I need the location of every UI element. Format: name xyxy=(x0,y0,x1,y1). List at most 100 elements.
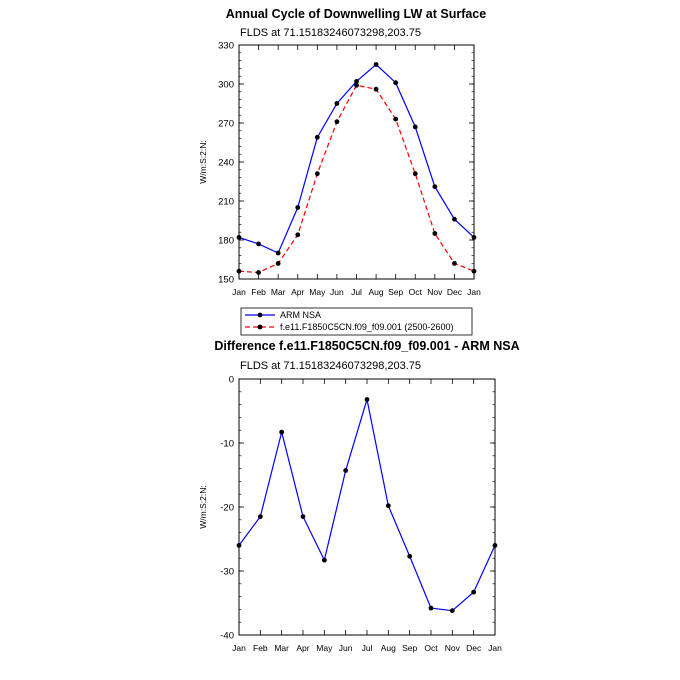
axes: 150 180 210 240 270 300 330 Jan Feb Mar Apr May Jun J… xyxy=(218,41,481,298)
x-tick-label: Feb xyxy=(253,643,268,653)
x-tick-label: Feb xyxy=(251,287,266,297)
data-point xyxy=(314,171,320,177)
data-point xyxy=(471,235,477,240)
series-layer xyxy=(236,62,477,275)
data-point xyxy=(300,514,306,519)
data-point xyxy=(471,268,477,274)
y-tick-label: -10 xyxy=(220,439,234,450)
y-tick-label: 150 xyxy=(218,275,234,286)
axes: -40 -30 -20 -10 0 Jan Feb Mar Apr May Jun Jul Aug Sep… xyxy=(220,375,502,654)
y-tick-label: 180 xyxy=(218,236,234,247)
data-point xyxy=(373,86,379,92)
x-tick-label: Mar xyxy=(274,643,289,653)
chart-title: Difference f.e11.F1850C5CN.f09_f09.001 -… xyxy=(214,339,519,353)
legend-marker xyxy=(257,324,263,330)
y-tick-label: 0 xyxy=(229,375,234,386)
data-point xyxy=(393,116,399,122)
chart-subtitle: FLDS at 71.15183246073298,203.75 xyxy=(240,360,421,372)
data-point xyxy=(236,268,242,274)
x-tick-label: Jan xyxy=(232,643,246,653)
data-point xyxy=(449,608,455,614)
data-point xyxy=(321,557,327,563)
x-tick-label: Dec xyxy=(466,643,482,653)
x-tick-label: Nov xyxy=(445,643,461,653)
data-point xyxy=(412,171,418,177)
x-tick-label: Oct xyxy=(409,287,423,297)
data-point xyxy=(452,216,457,222)
series-line xyxy=(238,84,475,274)
data-point xyxy=(256,270,261,275)
x-tick-label: Jul xyxy=(362,643,373,653)
legend-label-model: f.e11.F1850C5CN.f09_f09.001 (2500-2600) xyxy=(280,322,453,332)
y-axis-label: W/m:S:2:N: xyxy=(198,485,208,528)
x-tick-label: Apr xyxy=(296,643,309,653)
data-point xyxy=(295,205,301,210)
data-point xyxy=(393,80,399,86)
data-point xyxy=(385,503,391,509)
data-point xyxy=(428,605,434,611)
x-tick-label: Apr xyxy=(291,287,304,297)
legend-box xyxy=(240,307,473,336)
data-point xyxy=(452,261,457,266)
chart-subtitle: FLDS at 71.15183246073298,203.75 xyxy=(240,27,421,39)
data-point xyxy=(275,261,281,266)
x-tick-label: Aug xyxy=(381,643,396,653)
data-point xyxy=(334,101,340,106)
x-tick-label: Jan xyxy=(467,287,481,297)
y-tick-label: -40 xyxy=(220,631,234,642)
data-point xyxy=(364,397,370,402)
chart-title: Annual Cycle of Downwelling LW at Surfac… xyxy=(226,7,486,21)
y-axis-label: W/m:S:2:N: xyxy=(198,140,208,183)
x-tick-label: Dec xyxy=(447,287,463,297)
y-tick-label: 210 xyxy=(218,197,234,208)
y-tick-label: -20 xyxy=(220,503,234,514)
data-point xyxy=(256,241,261,247)
x-tick-label: Jun xyxy=(339,643,353,653)
x-tick-label: May xyxy=(316,643,333,653)
x-tick-label: Mar xyxy=(271,287,286,297)
x-tick-label: Sep xyxy=(402,643,417,653)
y-tick-label: 240 xyxy=(218,158,234,169)
data-point xyxy=(279,429,285,435)
data-point xyxy=(334,119,340,125)
data-point xyxy=(236,235,242,240)
data-point xyxy=(471,589,477,595)
legend-label-arm-nsa: ARM NSA xyxy=(280,310,321,320)
data-point xyxy=(432,184,438,190)
difference-chart: Difference f.e11.F1850C5CN.f09_f09.001 -… xyxy=(198,339,520,653)
x-tick-label: Jan xyxy=(232,287,246,297)
y-tick-label: 270 xyxy=(218,119,234,130)
data-point xyxy=(432,231,438,236)
data-point xyxy=(354,79,359,84)
annual-cycle-chart: Annual Cycle of Downwelling LW at Surfac… xyxy=(198,7,486,336)
y-tick-label: -30 xyxy=(220,567,234,578)
data-point xyxy=(275,250,281,256)
x-tick-label: Oct xyxy=(424,643,438,653)
data-point xyxy=(236,543,242,548)
data-point xyxy=(257,514,263,519)
y-tick-label: 330 xyxy=(218,41,234,52)
x-tick-label: Jun xyxy=(330,287,344,297)
plot-frame xyxy=(238,378,496,636)
data-point xyxy=(354,82,359,88)
data-point xyxy=(407,553,413,559)
series-line xyxy=(238,63,475,254)
data-point xyxy=(295,232,301,238)
x-tick-label: May xyxy=(309,287,326,297)
data-point xyxy=(492,543,498,548)
x-tick-label: Jan xyxy=(488,643,502,653)
x-tick-label: Aug xyxy=(369,287,384,297)
legend: ARM NSA f.e11.F1850C5CN.f09_f09.001 (250… xyxy=(240,307,473,336)
x-tick-label: Jul xyxy=(351,287,362,297)
y-tick-label: 300 xyxy=(218,80,234,91)
x-tick-label: Nov xyxy=(427,287,443,297)
series-layer xyxy=(236,397,498,614)
legend-marker xyxy=(257,312,263,318)
series-line xyxy=(238,399,496,612)
x-tick-label: Sep xyxy=(388,287,403,297)
data-point xyxy=(412,124,418,130)
data-point xyxy=(314,134,320,140)
data-point xyxy=(343,468,349,473)
data-point xyxy=(373,62,379,67)
